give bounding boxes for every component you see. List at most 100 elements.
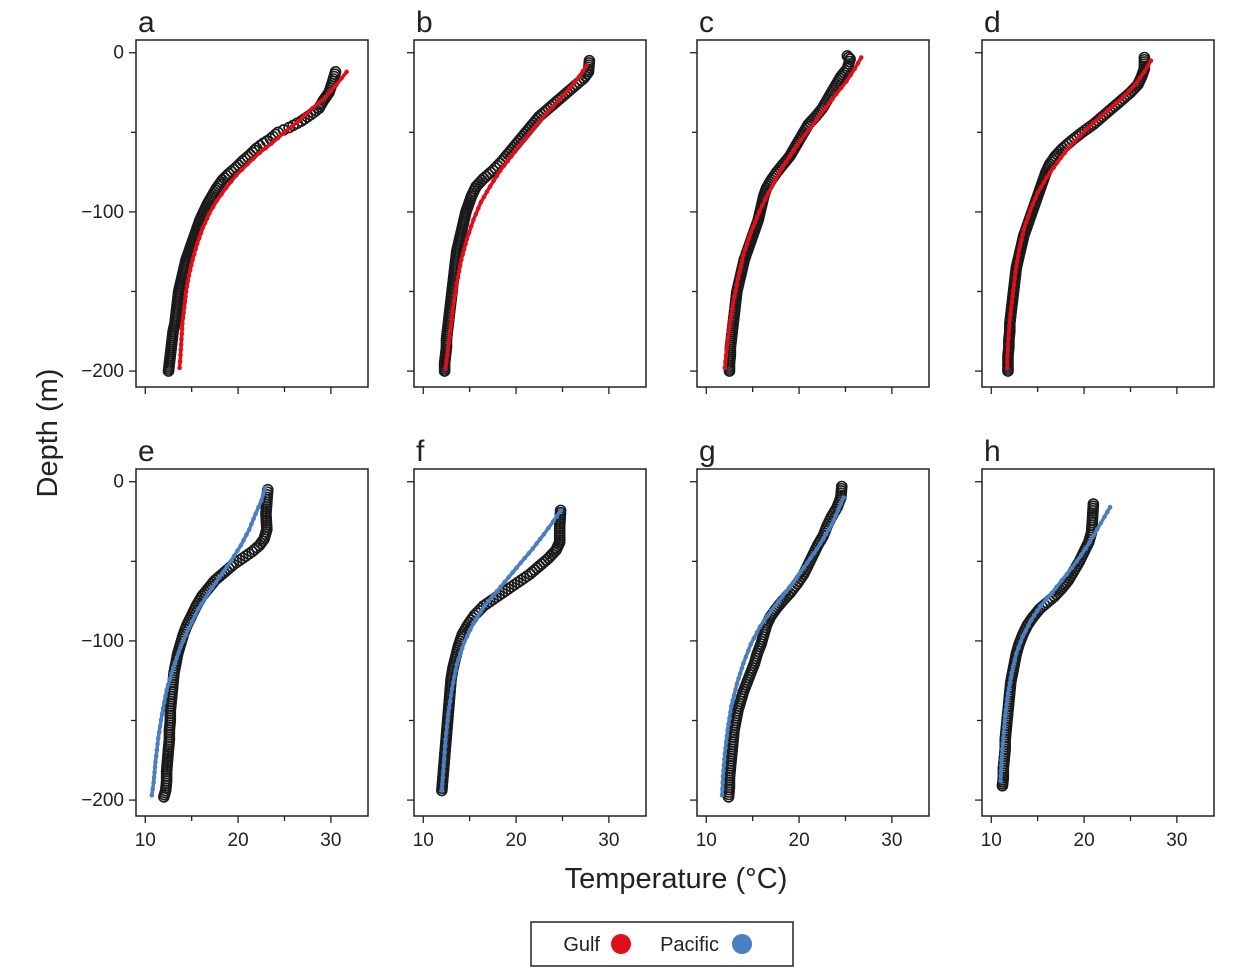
model-point bbox=[158, 717, 164, 723]
model-point bbox=[257, 150, 262, 156]
model-point bbox=[473, 211, 479, 217]
model-series-gulf bbox=[177, 69, 349, 371]
model-point bbox=[228, 179, 234, 184]
legend: Gulf Pacific bbox=[530, 921, 794, 967]
model-point bbox=[1102, 514, 1107, 520]
model-point bbox=[787, 153, 793, 159]
model-point bbox=[534, 541, 539, 547]
model-point bbox=[1044, 174, 1050, 180]
model-point bbox=[1113, 101, 1118, 106]
model-point bbox=[484, 189, 490, 195]
model-point bbox=[1004, 365, 1010, 371]
model-point bbox=[269, 141, 274, 146]
model-point bbox=[183, 632, 189, 637]
model-point bbox=[1031, 613, 1037, 618]
model-point bbox=[769, 184, 775, 189]
model-point bbox=[1003, 707, 1009, 713]
model-point bbox=[209, 585, 215, 591]
model-point bbox=[163, 693, 168, 699]
model-point bbox=[152, 764, 158, 770]
model-point bbox=[723, 359, 728, 364]
model-point bbox=[174, 655, 180, 660]
model-point bbox=[818, 111, 824, 117]
model-point bbox=[498, 168, 503, 173]
model-point bbox=[1005, 341, 1011, 347]
model-point bbox=[858, 55, 864, 60]
model-point bbox=[186, 625, 192, 631]
model-point bbox=[735, 276, 741, 282]
model-point bbox=[241, 537, 246, 543]
model-point bbox=[289, 124, 294, 130]
model-point bbox=[1020, 232, 1025, 237]
model-point bbox=[826, 101, 832, 106]
model-point bbox=[1059, 578, 1065, 583]
model-point bbox=[178, 342, 184, 347]
model-point bbox=[256, 504, 261, 510]
y-axis-title: Depth (m) bbox=[32, 369, 64, 498]
model-point bbox=[482, 603, 487, 609]
model-point bbox=[727, 715, 732, 721]
model-point bbox=[491, 178, 496, 184]
model-point bbox=[193, 246, 199, 252]
model-point bbox=[798, 570, 803, 575]
model-point bbox=[447, 699, 453, 704]
model-point bbox=[153, 759, 158, 765]
model-point bbox=[736, 270, 742, 276]
model-point bbox=[1010, 664, 1016, 669]
legend-label-gulf: Gulf bbox=[563, 934, 600, 956]
model-point bbox=[750, 225, 756, 230]
model-point bbox=[1019, 237, 1024, 243]
model-point bbox=[719, 793, 725, 798]
model-point bbox=[1145, 63, 1150, 69]
model-point bbox=[1005, 353, 1010, 359]
model-point bbox=[1005, 347, 1011, 353]
model-point bbox=[801, 565, 807, 570]
model-point bbox=[460, 252, 466, 257]
model-point bbox=[446, 711, 451, 717]
model-point bbox=[446, 705, 452, 711]
model-point bbox=[440, 775, 446, 781]
model-point bbox=[1043, 597, 1049, 602]
model-point bbox=[802, 132, 808, 138]
model-point bbox=[806, 127, 812, 132]
model-point bbox=[743, 654, 749, 660]
model-point bbox=[195, 606, 201, 612]
x-tick-label: 20 bbox=[228, 830, 249, 851]
model-point bbox=[1035, 190, 1040, 196]
model-point bbox=[554, 513, 560, 519]
model-point bbox=[838, 501, 844, 507]
model-point bbox=[464, 633, 470, 639]
model-point bbox=[1038, 185, 1044, 190]
model-point bbox=[998, 768, 1004, 773]
model-point bbox=[199, 601, 204, 607]
model-point bbox=[149, 793, 155, 798]
model-point bbox=[449, 686, 455, 691]
model-point bbox=[180, 321, 185, 326]
model-point bbox=[165, 682, 171, 687]
model-point bbox=[1002, 718, 1008, 724]
model-point bbox=[536, 120, 541, 126]
model-point bbox=[727, 324, 732, 329]
model-point bbox=[754, 630, 760, 635]
model-point bbox=[737, 671, 743, 676]
model-point bbox=[202, 220, 208, 226]
model-point bbox=[502, 579, 507, 585]
model-point bbox=[1006, 335, 1011, 341]
model-point bbox=[756, 209, 762, 215]
x-tick-label: 30 bbox=[1166, 830, 1187, 851]
model-point bbox=[181, 305, 187, 310]
model-point bbox=[457, 263, 463, 268]
model-series-pacific bbox=[719, 495, 846, 798]
x-tick-label: 20 bbox=[789, 830, 810, 851]
model-point bbox=[177, 365, 182, 371]
model-point bbox=[224, 564, 230, 569]
model-point bbox=[733, 288, 738, 293]
model-point bbox=[754, 214, 760, 220]
model-point bbox=[498, 584, 503, 590]
model-point bbox=[731, 692, 737, 698]
model-point bbox=[443, 365, 448, 371]
model-point bbox=[772, 177, 778, 183]
observed-point bbox=[158, 791, 170, 803]
model-point bbox=[1051, 165, 1057, 170]
